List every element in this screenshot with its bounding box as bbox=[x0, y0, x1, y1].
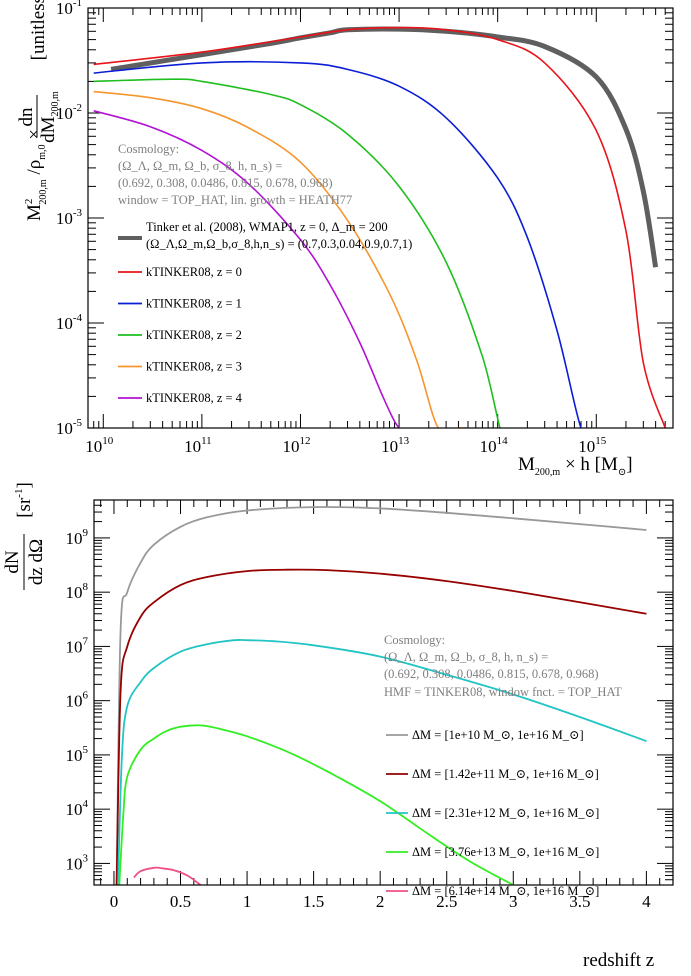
svg-text:dz dΩ: dz dΩ bbox=[26, 539, 47, 585]
legend-label-bottom-3: ΔM = [3.76e+13 M_⊙, 1e+16 M_⊙] bbox=[412, 845, 599, 859]
top-cosmology-text: Cosmology: (Ω_Λ, Ω_m, Ω_b, σ_8, h, n_s) … bbox=[118, 142, 352, 207]
bottom-y-tick-3: 106 bbox=[66, 690, 89, 711]
bottom-y-tick-5: 108 bbox=[66, 581, 89, 602]
top-tick-labels: 1010 1011 1012 1013 1014 1015 10-5 10-4 10-3 10-2… bbox=[56, 0, 607, 456]
top-legend: Tinker et al. (2008), WMAP1, z = 0, Δ_m … bbox=[118, 220, 412, 405]
top-x-tick-1: 1011 bbox=[184, 435, 212, 456]
bottom-chart: 0 0.5 1 1.5 2 2.5 3 3.5 4 103 104 105 106 107 108 109 d… bbox=[2, 482, 674, 971]
legend-label-bottom-4: ΔM = [6.14e+14 M_⊙, 1e+16 M_⊙] bbox=[412, 884, 599, 898]
series-top-1 bbox=[93, 61, 593, 428]
top-ticks bbox=[87, 7, 674, 429]
top-x-tick-4: 1014 bbox=[480, 435, 509, 456]
bottom-x-tick-3: 1.5 bbox=[303, 892, 324, 911]
legend-label-bottom-2: ΔM = [2.31e+12 M_⊙, 1e+16 M_⊙] bbox=[412, 806, 599, 820]
bottom-cos-line-2: (Ω_Λ, Ω_m, Ω_b, σ_8, h, n_s) = bbox=[384, 650, 548, 664]
svg-text:[unitless]: [unitless] bbox=[28, 0, 49, 60]
top-cos-line-2: (Ω_Λ, Ω_m, Ω_b, σ_8, h, n_s) = bbox=[118, 159, 282, 173]
series-top-3 bbox=[93, 90, 468, 428]
bottom-frame bbox=[93, 499, 674, 886]
bottom-x-tick-5: 2.5 bbox=[436, 892, 457, 911]
bottom-x-tick-2: 1 bbox=[243, 892, 252, 911]
legend-label-reference-params: (Ω_Λ,Ω_m,Ω_b,σ_8,h,n_s) = (0.7,0.3,0.04,… bbox=[146, 237, 412, 251]
top-cos-line-3: (0.692, 0.308, 0.0486, 0.815, 0.678, 0.9… bbox=[118, 176, 333, 190]
top-x-tick-5: 1015 bbox=[578, 435, 607, 456]
bottom-x-tick-1: 0.5 bbox=[170, 892, 191, 911]
legend-label-top-2: kTINKER08, z = 2 bbox=[146, 328, 242, 342]
top-y-tick-2: 10-3 bbox=[56, 207, 83, 228]
bottom-cos-line-4: HMF = TINKER08, window fnct. = TOP_HAT bbox=[384, 685, 622, 699]
legend-label-bottom-0: ΔM = [1e+10 M_⊙, 1e+16 M_⊙] bbox=[412, 728, 584, 742]
legend-label-bottom-1: ΔM = [1.42e+11 M_⊙, 1e+16 M_⊙] bbox=[412, 767, 599, 781]
legend-label-top-0: kTINKER08, z = 0 bbox=[146, 265, 242, 279]
top-y-tick-1: 10-4 bbox=[56, 312, 83, 333]
top-cos-line-1: Cosmology: bbox=[118, 142, 179, 156]
bottom-y-tick-2: 105 bbox=[66, 744, 89, 765]
bottom-tick-labels: 0 0.5 1 1.5 2 2.5 3 3.5 4 103 104 105 106 107 108 109 bbox=[66, 527, 652, 911]
bottom-plot-area bbox=[115, 506, 647, 885]
top-x-tick-3: 1013 bbox=[381, 435, 410, 456]
bottom-y-tick-6: 109 bbox=[66, 527, 89, 548]
svg-text:[sr-1]: [sr-1] bbox=[13, 482, 35, 518]
series-bottom-0 bbox=[115, 506, 647, 885]
top-x-axis-label: M200,m × h [M⊙] bbox=[518, 454, 633, 478]
bottom-cos-line-3: (0.692, 0.308, 0.0486, 0.815, 0.678, 0.9… bbox=[384, 667, 599, 681]
svg-text:dM200,m: dM200,m bbox=[38, 91, 61, 143]
bottom-y-tick-4: 107 bbox=[66, 635, 89, 656]
legend-label-top-1: kTINKER08, z = 1 bbox=[146, 297, 242, 311]
bottom-x-tick-6: 3 bbox=[509, 892, 518, 911]
svg-text:dN: dN bbox=[2, 550, 23, 574]
legend-label-top-4: kTINKER08, z = 4 bbox=[146, 391, 243, 405]
bottom-cosmology-text: Cosmology: (Ω_Λ, Ω_m, Ω_b, σ_8, h, n_s) … bbox=[384, 633, 622, 699]
series-top-2 bbox=[93, 78, 523, 428]
top-frame bbox=[87, 7, 674, 429]
bottom-x-tick-8: 4 bbox=[642, 892, 651, 911]
bottom-y-axis-label: dN dz dΩ [sr-1] bbox=[2, 482, 47, 590]
bottom-x-tick-7: 3.5 bbox=[569, 892, 590, 911]
bottom-ticks bbox=[94, 499, 674, 886]
bottom-y-tick-0: 103 bbox=[66, 852, 89, 873]
bottom-x-axis-label: redshift z bbox=[583, 950, 654, 971]
top-x-tick-0: 1010 bbox=[85, 435, 114, 456]
top-chart: 1010 1011 1012 1013 1014 1015 10-5 10-4 10-3 10-2… bbox=[16, 0, 674, 478]
legend-label-top-3: kTINKER08, z = 3 bbox=[146, 360, 242, 374]
series-bottom-4 bbox=[133, 866, 202, 885]
top-plot-area bbox=[93, 26, 666, 428]
bottom-legend: ΔM = [1e+10 M_⊙, 1e+16 M_⊙] ΔM = [1.42e+1… bbox=[386, 728, 599, 898]
bottom-x-tick-0: 0 bbox=[110, 892, 119, 911]
series-bottom-2 bbox=[117, 639, 647, 885]
series-reference-tinker08 bbox=[110, 26, 659, 268]
top-cos-line-4: window = TOP_HAT, lin. growth = HEATH77 bbox=[118, 193, 352, 207]
series-bottom-1 bbox=[115, 568, 647, 885]
top-y-tick-0: 10-5 bbox=[56, 417, 83, 438]
bottom-x-tick-4: 2 bbox=[376, 892, 385, 911]
top-y-tick-3: 10-2 bbox=[56, 102, 82, 123]
legend-label-reference: Tinker et al. (2008), WMAP1, z = 0, Δ_m … bbox=[146, 220, 388, 234]
series-bottom-3 bbox=[118, 724, 514, 885]
top-y-tick-4: 10-1 bbox=[56, 0, 82, 18]
series-top-0 bbox=[93, 26, 666, 428]
svg-text:dn: dn bbox=[16, 107, 37, 127]
bottom-cos-line-1: Cosmology: bbox=[384, 633, 445, 647]
bottom-y-tick-1: 104 bbox=[66, 798, 89, 819]
series-top-4 bbox=[93, 110, 411, 428]
top-x-tick-2: 1012 bbox=[282, 435, 310, 456]
top-y-axis-label: M2 200,m /ρm,0 × dn dM200,m [unitless] bbox=[16, 0, 61, 221]
